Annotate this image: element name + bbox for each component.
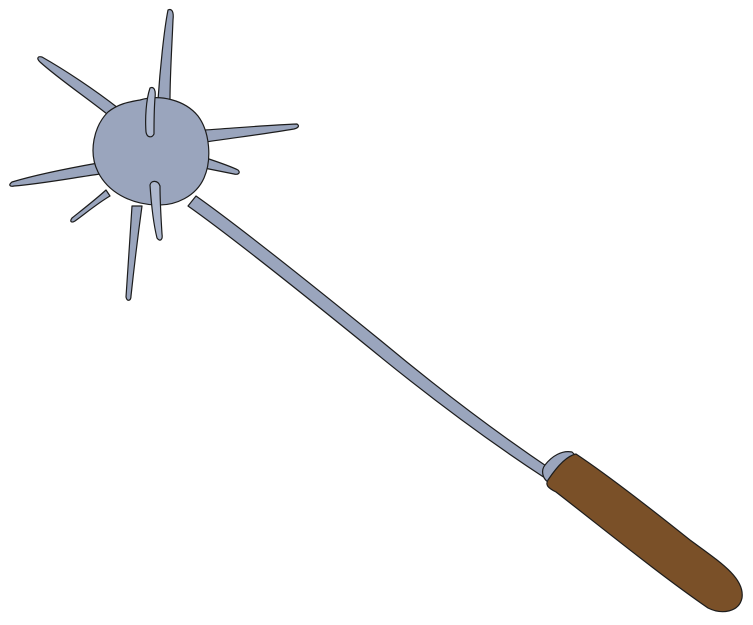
mace-shaft <box>187 195 553 479</box>
spike-right-short <box>203 157 240 175</box>
spike-bottom <box>125 205 143 301</box>
spike-lower-left <box>70 189 111 223</box>
spike-upper-left <box>37 56 119 119</box>
head-spike-top <box>145 86 156 138</box>
spike-right-long <box>204 123 300 143</box>
head-spike-bottom <box>149 180 163 241</box>
spike-left-long <box>9 162 101 187</box>
spike-top <box>157 8 174 101</box>
mace-handle <box>546 453 743 613</box>
